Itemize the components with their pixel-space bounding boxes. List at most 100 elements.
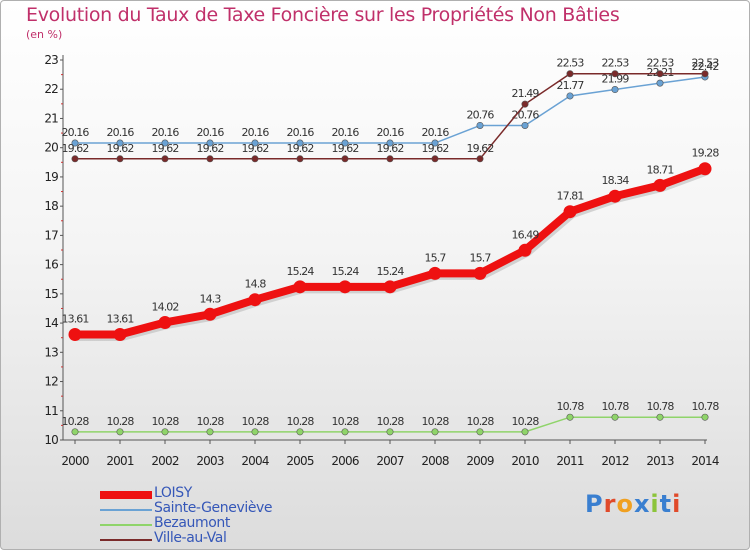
data-point [161,428,169,436]
data-point [296,428,304,436]
data-label: 19.62 [467,142,494,155]
data-point [338,280,352,294]
data-point [251,428,259,436]
data-point [71,139,79,147]
data-point [473,266,487,280]
data-point [383,280,397,294]
data-label: 10.28 [467,415,495,428]
data-point [116,139,124,147]
y-tick-label: 10 [44,433,58,447]
y-tick-label: 22 [44,82,58,96]
data-label: 10.28 [332,415,360,428]
data-point [611,70,619,78]
data-point [656,70,664,78]
series-loisy: 13.61 13.61 14.02 14.3 14.8 15.24 15.24 15.24 15… [62,147,720,341]
data-label: 21.49 [512,87,540,100]
data-point [521,100,529,108]
data-point [386,428,394,436]
data-label: 15.7 [470,251,492,264]
x-tick-label: 2014 [691,454,719,468]
data-point [341,139,349,147]
data-point [698,162,712,176]
data-point [206,139,214,147]
data-label: 22.53 [647,57,675,70]
data-label: 15.24 [377,265,405,278]
data-point [251,139,259,147]
data-point [293,280,307,294]
data-label: 10.28 [422,415,450,428]
chart-subtitle: (en %) [26,28,63,41]
data-label: 22.42 [692,60,719,73]
legend-label: Bezaumont [154,515,230,531]
data-label: 20.16 [332,126,360,139]
data-point [248,293,262,307]
data-point [251,155,259,163]
y-tick-label: 12 [44,375,58,389]
legend-label: Sainte-Geneviève [154,500,273,516]
proxiti-logo: Proxiti [585,490,682,518]
data-point [656,413,664,421]
legend-swatch [100,509,152,511]
data-label: 10.28 [512,415,540,428]
data-label: 10.78 [647,400,675,413]
data-label: 18.71 [647,163,674,176]
data-label: 20.16 [197,126,225,139]
data-label: 20.16 [422,126,450,139]
y-tick-label: 17 [44,228,58,242]
legend-label: Ville-au-Val [154,530,227,546]
y-tick-label: 11 [44,404,58,418]
legend-label: LOISY [154,485,192,501]
data-label: 19.28 [692,147,720,160]
data-point [566,70,574,78]
data-label: 22.53 [692,57,720,70]
data-point [566,92,574,100]
x-tick-label: 2002 [151,454,179,468]
data-label: 21.99 [602,73,630,86]
data-point [386,139,394,147]
data-label: 19.62 [242,142,269,155]
data-label: 19.62 [422,142,449,155]
data-point [206,428,214,436]
data-point [566,413,574,421]
legend-swatch [100,539,152,541]
data-label: 14.8 [245,278,267,291]
data-point [611,413,619,421]
data-point [341,428,349,436]
data-label: 20.16 [152,126,180,139]
data-label: 21.77 [557,79,585,92]
data-point [203,307,217,321]
y-tick-label: 19 [44,170,58,184]
data-point [431,139,439,147]
data-label: 10.28 [152,415,180,428]
data-point [428,266,442,280]
data-label: 19.62 [62,142,89,155]
x-tick-label: 2005 [286,454,314,468]
y-tick-label: 21 [44,111,58,125]
data-label: 15.7 [425,251,447,264]
x-tick-label: 2007 [376,454,404,468]
legend-swatch [100,524,152,526]
data-label: 10.28 [242,415,270,428]
data-label: 22.53 [602,57,630,70]
data-label: 20.16 [377,126,405,139]
data-point [71,428,79,436]
data-label: 14.02 [152,300,179,313]
data-label: 20.76 [467,108,495,121]
data-point [611,86,619,94]
data-label: 13.61 [62,312,89,325]
x-tick-label: 2003 [196,454,224,468]
data-label: 16.49 [512,228,540,241]
y-tick-label: 14 [44,316,58,330]
data-point [656,79,664,87]
x-tick-label: 2013 [646,454,674,468]
data-label: 10.78 [557,400,585,413]
data-point [653,178,667,192]
data-point [341,155,349,163]
data-label: 20.16 [242,126,270,139]
x-tick-label: 2001 [106,454,134,468]
data-point [206,155,214,163]
data-point [476,155,484,163]
data-label: 10.78 [602,400,630,413]
data-label: 14.3 [200,292,222,305]
